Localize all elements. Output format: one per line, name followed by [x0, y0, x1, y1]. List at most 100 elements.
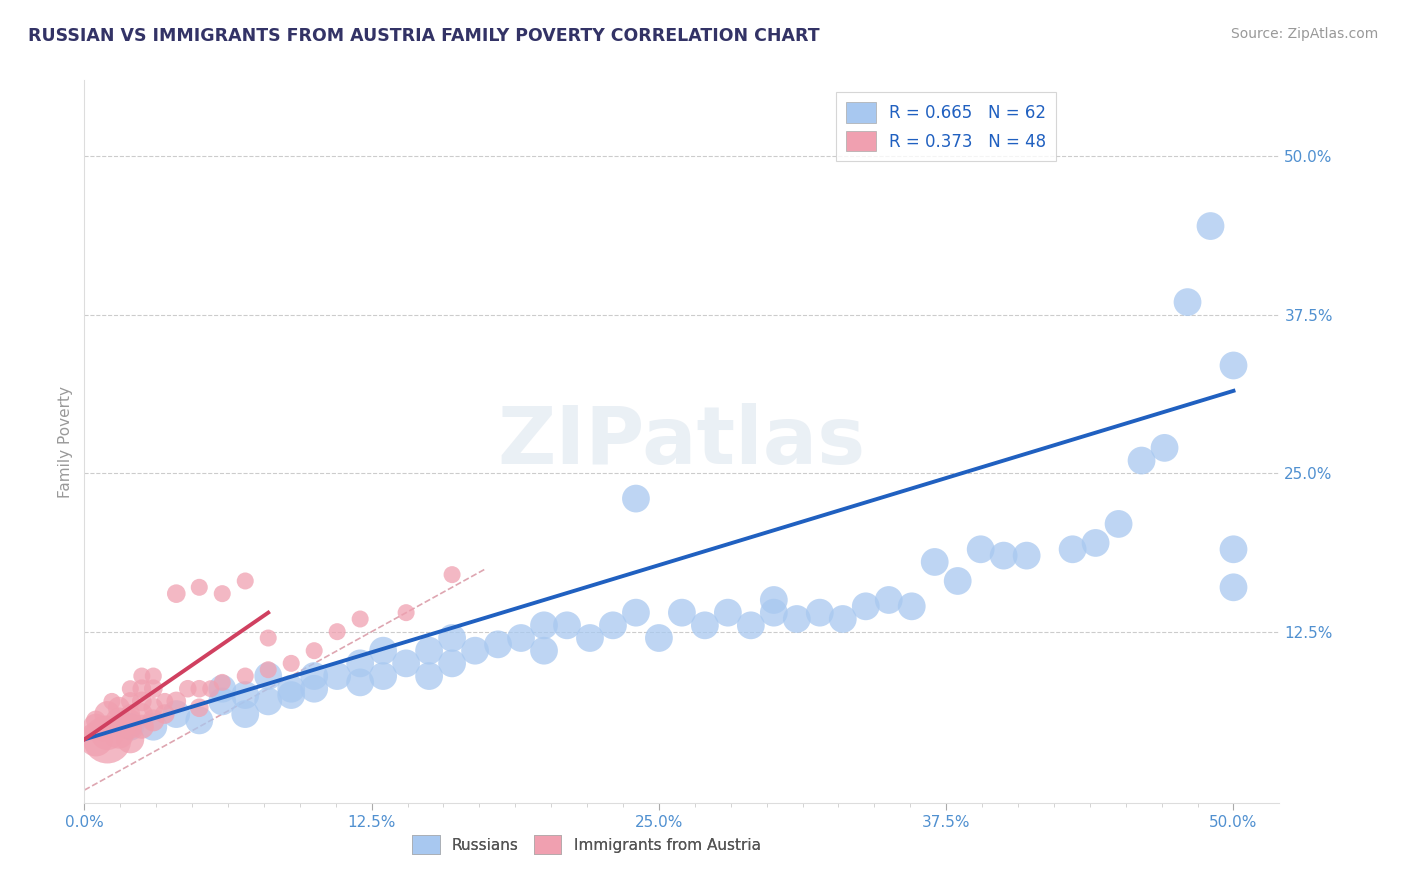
- Point: [84, 720, 107, 734]
- Point: [579, 631, 602, 645]
- Point: [101, 694, 124, 708]
- Point: [786, 612, 808, 626]
- Point: [555, 618, 578, 632]
- Point: [233, 669, 256, 683]
- Point: [1199, 219, 1222, 233]
- Point: [188, 700, 211, 714]
- Point: [441, 631, 464, 645]
- Point: [762, 593, 785, 607]
- Point: [96, 707, 118, 722]
- Point: [373, 643, 395, 657]
- Point: [120, 720, 142, 734]
- Point: [142, 700, 165, 714]
- Point: [762, 606, 785, 620]
- Point: [131, 707, 153, 722]
- Point: [395, 606, 418, 620]
- Point: [165, 694, 187, 708]
- Point: [831, 612, 853, 626]
- Point: [108, 714, 131, 728]
- Point: [602, 618, 624, 632]
- Point: [188, 714, 211, 728]
- Point: [1062, 542, 1084, 557]
- Point: [84, 732, 107, 747]
- Point: [153, 707, 176, 722]
- Point: [1130, 453, 1153, 467]
- Point: [302, 681, 325, 696]
- Point: [188, 580, 211, 594]
- Point: [1084, 536, 1107, 550]
- Point: [946, 574, 969, 588]
- Point: [142, 714, 165, 728]
- Point: [1177, 295, 1199, 310]
- Point: [165, 707, 187, 722]
- Point: [349, 657, 371, 671]
- Point: [142, 669, 165, 683]
- Point: [131, 669, 153, 683]
- Point: [120, 720, 142, 734]
- Point: [177, 681, 200, 696]
- Point: [900, 599, 922, 614]
- Point: [326, 624, 349, 639]
- Point: [1222, 542, 1244, 557]
- Point: [970, 542, 993, 557]
- Point: [153, 694, 176, 708]
- Point: [648, 631, 671, 645]
- Point: [441, 567, 464, 582]
- Point: [165, 587, 187, 601]
- Point: [349, 612, 371, 626]
- Point: [233, 574, 256, 588]
- Point: [924, 555, 946, 569]
- Point: [1015, 549, 1038, 563]
- Point: [280, 657, 302, 671]
- Point: [808, 606, 831, 620]
- Point: [693, 618, 716, 632]
- Point: [1153, 441, 1175, 455]
- Point: [302, 643, 325, 657]
- Point: [257, 669, 280, 683]
- Point: [395, 657, 418, 671]
- Point: [131, 681, 153, 696]
- Point: [1108, 516, 1130, 531]
- Point: [142, 720, 165, 734]
- Point: [533, 643, 555, 657]
- Point: [510, 631, 533, 645]
- Point: [257, 663, 280, 677]
- Point: [349, 675, 371, 690]
- Y-axis label: Family Poverty: Family Poverty: [58, 385, 73, 498]
- Point: [624, 606, 647, 620]
- Point: [233, 688, 256, 702]
- Point: [624, 491, 647, 506]
- Point: [877, 593, 900, 607]
- Point: [211, 587, 233, 601]
- Point: [418, 643, 440, 657]
- Point: [120, 732, 142, 747]
- Point: [486, 637, 509, 651]
- Point: [200, 681, 222, 696]
- Point: [326, 669, 349, 683]
- Point: [464, 643, 486, 657]
- Point: [740, 618, 762, 632]
- Point: [671, 606, 693, 620]
- Point: [993, 549, 1015, 563]
- Legend: Russians, Immigrants from Austria: Russians, Immigrants from Austria: [406, 830, 766, 860]
- Point: [96, 732, 118, 747]
- Point: [108, 726, 131, 740]
- Point: [717, 606, 740, 620]
- Point: [373, 669, 395, 683]
- Point: [280, 681, 302, 696]
- Point: [211, 694, 233, 708]
- Point: [280, 688, 302, 702]
- Point: [257, 631, 280, 645]
- Point: [441, 657, 464, 671]
- Point: [188, 681, 211, 696]
- Point: [1222, 359, 1244, 373]
- Point: [131, 720, 153, 734]
- Point: [96, 726, 118, 740]
- Point: [120, 714, 142, 728]
- Point: [142, 681, 165, 696]
- Point: [211, 681, 233, 696]
- Point: [120, 707, 142, 722]
- Point: [211, 675, 233, 690]
- Text: Source: ZipAtlas.com: Source: ZipAtlas.com: [1230, 27, 1378, 41]
- Point: [84, 714, 107, 728]
